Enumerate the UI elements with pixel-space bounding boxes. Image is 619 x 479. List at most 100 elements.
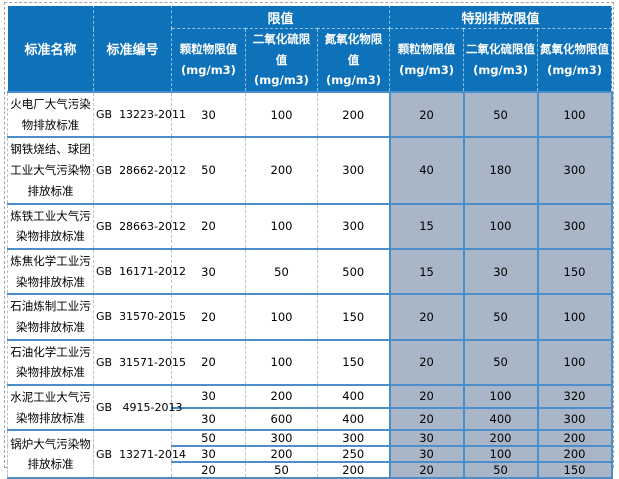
standard-code-cell[interactable]: GB 13271-2014 — [93, 429, 186, 479]
value-cell[interactable]: 20 — [171, 461, 246, 479]
standard-code-cell[interactable]: GB 16171-2012 — [93, 247, 186, 296]
standard-code-cell[interactable]: GB 13223-2011 — [93, 91, 186, 139]
standard-code-cell[interactable]: GB 28663-2012 — [93, 202, 186, 250]
standard-name-cell[interactable]: 水泥工业大气污染物排放标准 — [7, 383, 94, 432]
special-value-cell[interactable]: 15 — [388, 202, 465, 250]
special-value-cell[interactable]: 100 — [462, 202, 539, 250]
header-standard-code[interactable]: 标准编号 — [93, 5, 172, 93]
special-value-cell[interactable]: 200 — [536, 445, 613, 464]
standard-name-cell[interactable]: 锅炉大气污染物排放标准 — [7, 429, 94, 479]
standard-code-cell[interactable]: GB 31571-2015 — [93, 338, 186, 387]
standard-name-cell[interactable]: 火电厂大气污染物排放标准 — [7, 91, 94, 139]
value-cell[interactable]: 300 — [316, 429, 391, 448]
value-cell[interactable]: 30 — [171, 384, 246, 409]
value-cell[interactable]: 20 — [171, 338, 246, 387]
special-value-cell[interactable]: 20 — [388, 384, 465, 409]
special-value-cell[interactable]: 50 — [462, 293, 539, 341]
emission-standards-table: 标准名称 标准编号 限值 特别排放限值 颗粒物限值 (mg/m3) 二氧化硫限值… — [7, 5, 613, 479]
special-value-cell[interactable]: 100 — [536, 338, 613, 387]
special-value-cell[interactable]: 50 — [462, 461, 539, 479]
value-cell[interactable]: 100 — [245, 293, 318, 341]
value-cell[interactable]: 200 — [316, 461, 391, 479]
value-cell[interactable]: 30 — [171, 445, 246, 464]
value-cell[interactable]: 300 — [316, 202, 391, 250]
special-value-cell[interactable]: 100 — [536, 91, 613, 139]
table-row: 石油炼制工业污染物排放标准 GB 31570-2015 20 100 150 2… — [7, 293, 613, 341]
special-value-cell[interactable]: 100 — [536, 293, 613, 341]
standard-code-cell[interactable]: GB 4915-2013 — [93, 383, 183, 432]
special-value-cell[interactable]: 30 — [388, 445, 465, 464]
standard-code-cell[interactable]: GB 28662-2012 — [93, 136, 186, 205]
header-nox-special-limit[interactable]: 氮氧化物限值 (mg/m3) — [537, 28, 613, 94]
standard-name-cell[interactable]: 石油化学工业污染物排放标准 — [7, 338, 94, 387]
value-cell[interactable]: 400 — [316, 384, 391, 409]
value-cell[interactable]: 600 — [245, 406, 318, 432]
value-cell[interactable]: 30 — [171, 91, 246, 139]
header-so2-special-limit[interactable]: 二氧化硫限值 (mg/m3) — [463, 28, 539, 94]
standard-name-cell[interactable]: 炼焦化学工业污染物排放标准 — [7, 247, 94, 296]
special-value-cell[interactable]: 300 — [536, 136, 613, 205]
header-standard-name[interactable]: 标准名称 — [7, 5, 94, 93]
special-value-cell[interactable]: 100 — [462, 384, 539, 409]
header-group-special-limit[interactable]: 特别排放限值 — [389, 5, 613, 29]
table-row: 30 600 400 20 400 300 — [8, 406, 613, 432]
table-row: 20 50 200 20 50 150 — [8, 461, 613, 479]
special-value-cell[interactable]: 40 — [388, 136, 465, 205]
value-cell[interactable]: 300 — [245, 429, 318, 448]
header-pm-limit[interactable]: 颗粒物限值 (mg/m3) — [171, 28, 246, 94]
value-cell[interactable]: 500 — [316, 247, 391, 296]
table-row: 炼焦化学工业污染物排放标准 GB 16171-2012 30 50 500 15… — [7, 247, 613, 296]
special-value-cell[interactable]: 50 — [462, 338, 539, 387]
standard-name-cell[interactable]: 炼铁工业大气污染物排放标准 — [7, 202, 94, 250]
standard-code-cell[interactable]: GB 31570-2015 — [93, 293, 186, 341]
special-value-cell[interactable]: 50 — [462, 91, 539, 139]
special-value-cell[interactable]: 20 — [388, 406, 465, 432]
special-value-cell[interactable]: 400 — [462, 406, 539, 432]
table-row: 炼铁工业大气污染物排放标准 GB 28663-2012 20 100 300 1… — [7, 202, 613, 250]
value-cell[interactable]: 400 — [316, 406, 391, 432]
value-cell[interactable]: 30 — [171, 406, 246, 432]
special-value-cell[interactable]: 30 — [462, 247, 539, 296]
excel-selection-marquee: 标准名称 标准编号 限值 特别排放限值 颗粒物限值 (mg/m3) 二氧化硫限值… — [4, 2, 614, 479]
value-cell[interactable]: 50 — [245, 247, 318, 296]
special-value-cell[interactable]: 150 — [536, 247, 613, 296]
special-value-cell[interactable]: 30 — [388, 429, 465, 448]
value-cell[interactable]: 150 — [316, 338, 391, 387]
value-cell[interactable]: 50 — [245, 461, 318, 479]
special-value-cell[interactable]: 15 — [388, 247, 465, 296]
special-value-cell[interactable]: 320 — [536, 384, 613, 409]
special-value-cell[interactable]: 180 — [462, 136, 539, 205]
special-value-cell[interactable]: 20 — [388, 293, 465, 341]
special-value-cell[interactable]: 20 — [388, 461, 465, 479]
value-cell[interactable]: 100 — [245, 338, 318, 387]
header-pm-special-limit[interactable]: 颗粒物限值 (mg/m3) — [389, 28, 465, 94]
value-cell[interactable]: 200 — [245, 445, 318, 464]
value-cell[interactable]: 20 — [171, 293, 246, 341]
header-so2-limit[interactable]: 二氧化硫限值 (mg/m3) — [245, 28, 318, 94]
special-value-cell[interactable]: 300 — [536, 202, 613, 250]
value-cell[interactable]: 100 — [245, 202, 318, 250]
value-cell[interactable]: 300 — [316, 136, 391, 205]
table-row: 水泥工业大气污染物排放标准 GB 4915-2013 30 200 400 20… — [7, 383, 613, 432]
special-value-cell[interactable]: 200 — [536, 429, 613, 448]
special-value-cell[interactable]: 20 — [388, 91, 465, 139]
header-nox-limit[interactable]: 氮氧化物限值 (mg/m3) — [316, 28, 391, 94]
value-cell[interactable]: 20 — [171, 202, 246, 250]
special-value-cell[interactable]: 20 — [388, 338, 465, 387]
value-cell[interactable]: 200 — [316, 91, 391, 139]
standard-name-cell[interactable]: 钢铁烧结、球团工业大气污染物排放标准 — [7, 136, 94, 205]
table-row: 火电厂大气污染物排放标准 GB 13223-2011 30 100 200 20… — [7, 91, 613, 139]
special-value-cell[interactable]: 200 — [462, 429, 539, 448]
header-group-limit[interactable]: 限值 — [170, 5, 391, 29]
special-value-cell[interactable]: 300 — [536, 406, 613, 432]
value-cell[interactable]: 150 — [316, 293, 391, 341]
standard-name-cell[interactable]: 石油炼制工业污染物排放标准 — [7, 293, 94, 341]
special-value-cell[interactable]: 100 — [462, 445, 539, 464]
table-row: 30 200 250 30 100 200 — [8, 445, 613, 464]
value-cell[interactable]: 250 — [316, 445, 391, 464]
value-cell[interactable]: 100 — [245, 91, 318, 139]
value-cell[interactable]: 200 — [245, 384, 318, 409]
value-cell[interactable]: 50 — [171, 429, 246, 448]
special-value-cell[interactable]: 150 — [536, 461, 613, 479]
value-cell[interactable]: 200 — [245, 136, 318, 205]
